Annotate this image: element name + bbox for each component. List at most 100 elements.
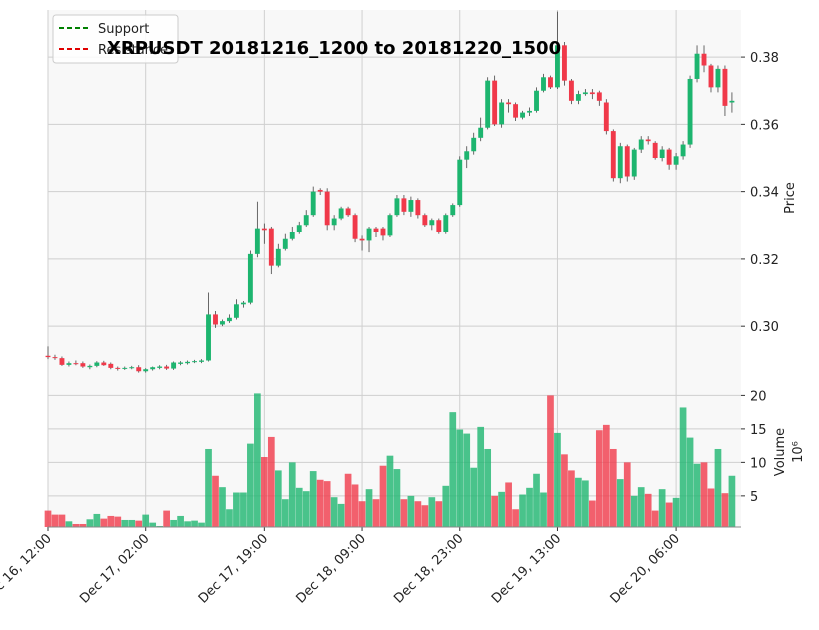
volume-bar — [142, 514, 150, 527]
volume-bar — [212, 475, 219, 527]
candle-body — [394, 198, 400, 216]
candle-body — [310, 191, 316, 216]
volume-bar — [505, 482, 512, 527]
candle-body — [268, 228, 274, 266]
volume-bar — [288, 462, 296, 527]
y-tick-label: 0.32 — [750, 253, 779, 268]
volume-bar — [135, 520, 143, 527]
candle-body — [206, 314, 211, 361]
volume-bar — [456, 429, 464, 527]
volume-bar — [519, 494, 526, 527]
volume-bar — [163, 510, 170, 527]
candle-body — [185, 361, 191, 364]
candle-body — [73, 363, 79, 365]
candle-body — [108, 363, 114, 368]
volume-bar — [330, 497, 338, 527]
volume-bar — [358, 501, 366, 527]
candle-body — [199, 360, 204, 362]
candle-body — [178, 362, 184, 364]
volume-bar — [274, 470, 282, 527]
candle-body — [115, 367, 121, 369]
volume-bar — [281, 499, 289, 527]
candle-body — [415, 200, 421, 216]
candle-body — [492, 80, 498, 125]
volume-bar — [79, 523, 87, 527]
candle-body — [227, 317, 232, 322]
volume-bar — [658, 489, 666, 527]
candle-body — [548, 77, 553, 88]
volume-bar — [470, 467, 478, 527]
volume-bar — [100, 518, 108, 527]
x-tick-label: Dec 17, 19:00 — [196, 531, 271, 606]
volume-bar — [714, 448, 722, 527]
volume-bar — [121, 519, 129, 527]
x-tick-label: Dec 19, 13:00 — [489, 531, 564, 606]
candle-body — [408, 200, 414, 212]
volume-bar — [233, 492, 240, 527]
volume-bar — [386, 455, 394, 527]
candle-body — [192, 361, 197, 363]
candle-body — [708, 65, 714, 88]
volume-bar — [149, 522, 157, 527]
volume-bar — [630, 495, 638, 527]
candle-body — [331, 218, 337, 226]
volume-bar — [484, 448, 492, 527]
volume-bar — [267, 436, 275, 527]
candle-body — [387, 215, 393, 236]
volume-bar — [665, 502, 673, 527]
volume-tick-label: 15 — [750, 423, 767, 438]
volume-bar — [254, 393, 261, 527]
volume-bar — [44, 510, 52, 527]
volume-bar — [589, 500, 596, 527]
x-tick-label: Dec 18, 23:00 — [391, 531, 466, 606]
candle-body — [80, 363, 86, 367]
candle-body — [568, 80, 574, 101]
candle-body — [366, 228, 372, 241]
volume-bar — [728, 475, 736, 527]
candle-body — [352, 215, 358, 239]
candle-body — [171, 362, 177, 369]
volume-bar — [414, 501, 422, 527]
volume-bar — [93, 513, 101, 527]
candle-body — [624, 146, 630, 177]
candle-body — [457, 159, 463, 206]
volume-bar — [533, 473, 540, 527]
candle-body — [129, 367, 135, 369]
volume-bar — [393, 469, 401, 527]
volume-bar — [526, 487, 533, 527]
candle-body — [603, 102, 609, 132]
legend-label: Support — [98, 22, 149, 37]
candle-body — [247, 253, 253, 303]
volume-bar — [184, 521, 191, 527]
volume-bar — [602, 424, 610, 527]
candle-body — [694, 53, 700, 79]
candle-body — [582, 92, 588, 95]
candle-body — [520, 112, 526, 118]
volume-bar — [107, 515, 115, 527]
volume-bar — [651, 510, 659, 527]
candle-body — [575, 94, 581, 101]
candle-body — [289, 232, 295, 239]
volume-bar — [344, 473, 352, 527]
y-tick-label: 0.38 — [750, 51, 779, 66]
candle-body — [596, 92, 602, 101]
volume-bar — [637, 487, 645, 527]
candle-body — [233, 304, 239, 318]
volume-bar — [351, 484, 359, 527]
candle-body — [359, 238, 365, 241]
volume-bar — [295, 487, 303, 527]
volume-bar — [205, 448, 212, 527]
volume-bar — [407, 495, 415, 527]
chart-title: XRPUSDT 20181216_1200 to 20181220_1500 — [107, 38, 561, 59]
volume-bar — [156, 525, 164, 527]
x-tick-label: Dec 16, 12:00 — [0, 531, 55, 606]
candle-body — [485, 80, 491, 128]
candle-body — [701, 53, 707, 66]
volume-bar — [372, 499, 380, 527]
legend: Support Resistance — [52, 14, 179, 64]
candle-body — [150, 367, 156, 370]
candle-body — [729, 100, 735, 103]
candle-body — [659, 149, 665, 158]
volume-bar — [302, 491, 310, 527]
